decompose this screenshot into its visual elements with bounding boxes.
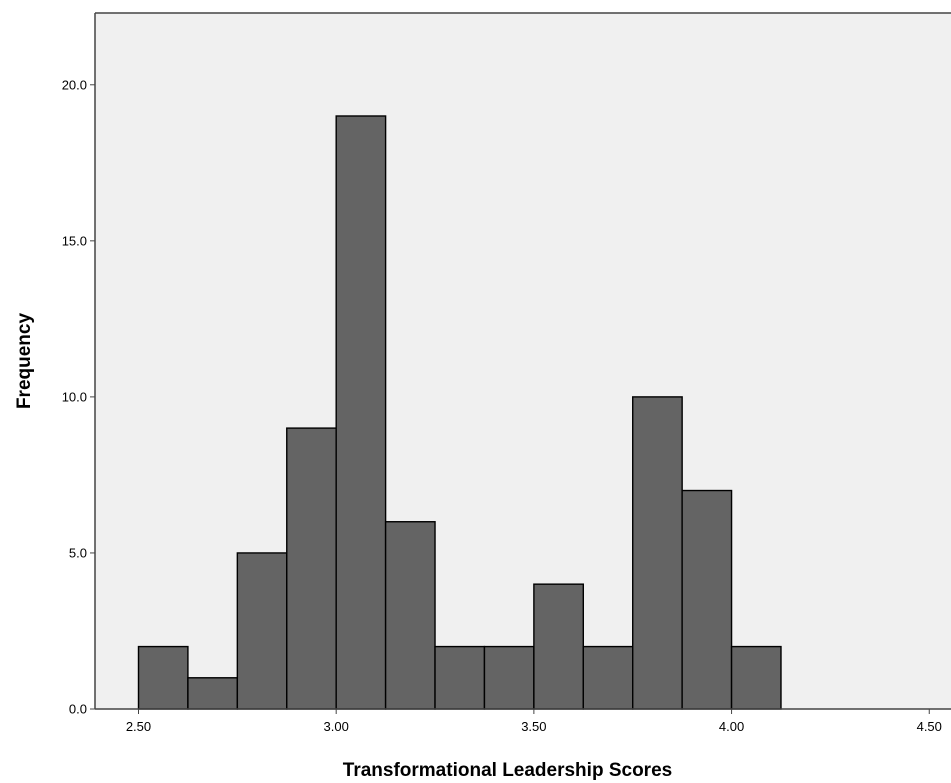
histogram-bar	[632, 396, 683, 710]
y-tick-label: 20.0	[62, 77, 87, 92]
x-axis-title: Transformational Leadership Scores	[343, 760, 672, 781]
plot-background	[95, 13, 951, 709]
histogram-bar	[236, 552, 288, 710]
y-ticks: 0.0 5.0 10.0 15.0 20.0	[62, 77, 95, 717]
histogram-bar	[483, 645, 535, 710]
x-tick-label: 2.50	[126, 719, 151, 734]
x-tick-label: 3.00	[324, 719, 349, 734]
histogram-bar	[434, 645, 486, 710]
histogram-bar	[384, 521, 436, 710]
x-tick-label: 4.00	[719, 719, 744, 734]
histogram-bar	[681, 489, 733, 710]
y-tick-label: 15.0	[62, 233, 87, 248]
y-axis-title: Frequency	[14, 313, 35, 410]
histogram-bar	[137, 645, 189, 710]
y-tick-label: 0.0	[69, 702, 87, 717]
histogram-bar	[730, 645, 782, 710]
histogram-bar	[187, 677, 239, 710]
histogram-bar	[335, 115, 387, 710]
histogram-bar	[582, 645, 634, 710]
x-tick-label: 4.50	[917, 719, 942, 734]
x-tick-label: 3.50	[521, 719, 546, 734]
bars	[137, 115, 782, 710]
y-tick-label: 10.0	[62, 389, 87, 404]
x-ticks: 2.50 3.00 3.50 4.00 4.50	[126, 709, 942, 734]
histogram-bar	[533, 583, 584, 710]
histogram-bar	[286, 427, 337, 710]
y-tick-label: 5.0	[69, 545, 87, 560]
